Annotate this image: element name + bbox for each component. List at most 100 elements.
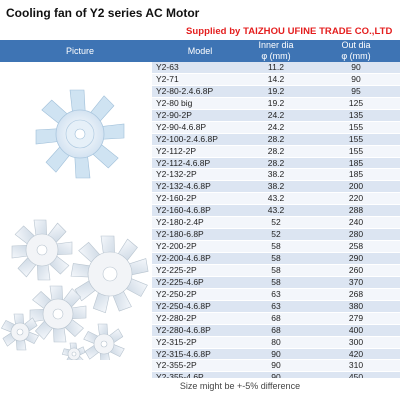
table-row: Y2-355-2P 90 310 xyxy=(152,360,400,373)
table-row: Y2-132-2P 38.2 185 xyxy=(152,169,400,182)
model-cell: Y2-250-2P xyxy=(156,288,197,299)
inner-dia-cell: 90 xyxy=(271,348,281,359)
model-cell: Y2-112-2P xyxy=(156,145,197,156)
out-dia-cell: 155 xyxy=(348,121,364,132)
table-row: Y2-180-2.4P 52 240 xyxy=(152,217,400,230)
out-dia-cell: 258 xyxy=(348,241,364,252)
header-out-dia: Out dia φ (mm) xyxy=(312,40,400,62)
inner-dia-cell: 68 xyxy=(271,312,281,323)
out-dia-cell: 280 xyxy=(348,229,364,240)
model-cell: Y2-90-4.6.8P xyxy=(156,121,207,132)
inner-dia-cell: 80 xyxy=(271,336,281,347)
table-row: Y2-90-4.6.8P 24.2 155 xyxy=(152,121,400,134)
page-title: Cooling fan of Y2 series AC Motor xyxy=(6,6,200,20)
table-row: Y2-250-2P 63 268 xyxy=(152,288,400,301)
out-dia-cell: 370 xyxy=(348,276,364,287)
model-cell: Y2-90-2P xyxy=(156,109,192,120)
out-dia-cell: 268 xyxy=(348,288,364,299)
inner-dia-cell: 11.2 xyxy=(268,62,284,72)
table-row: Y2-112-2P 28.2 155 xyxy=(152,145,400,158)
table-row: Y2-280-4.6.8P 68 400 xyxy=(152,324,400,337)
inner-dia-cell: 58 xyxy=(271,241,281,252)
table-row: Y2-200-4.6.8P 58 290 xyxy=(152,253,400,265)
inner-dia-cell: 63 xyxy=(271,300,281,311)
inner-dia-cell: 58 xyxy=(271,264,281,275)
header-model: Model xyxy=(187,46,213,56)
out-dia-cell: 155 xyxy=(348,145,364,156)
out-dia-cell: 288 xyxy=(348,205,364,216)
out-dia-cell: 220 xyxy=(348,193,364,204)
inner-dia-cell: 63 xyxy=(271,288,281,299)
table-row: Y2-63 11.2 90 xyxy=(152,62,400,74)
inner-dia-cell: 38.2 xyxy=(267,169,285,180)
model-cell: Y2-80-2.4.6.8P xyxy=(156,85,214,96)
model-cell: Y2-200-2P xyxy=(156,241,197,252)
fan-images xyxy=(0,89,149,360)
out-dia-cell: 420 xyxy=(348,348,364,359)
model-cell: Y2-160-4.6.8P xyxy=(156,205,211,216)
header-inner-dia: Inner dia φ (mm) xyxy=(240,40,312,62)
table-row: Y2-225-4.6P 58 370 xyxy=(152,276,400,289)
inner-dia-cell: 19.2 xyxy=(267,85,285,96)
out-dia-cell: 135 xyxy=(348,109,364,120)
model-cell: Y2-132-2P xyxy=(156,169,197,180)
inner-dia-cell: 28.2 xyxy=(267,157,285,168)
model-cell: Y2-355-4.6P xyxy=(156,372,246,383)
table-header: Picture Model Inner dia φ (mm) Out dia φ… xyxy=(0,40,400,62)
header-inner-line1: Inner dia xyxy=(258,40,294,50)
model-cell: Y2-160-2P xyxy=(156,193,197,204)
header-inner-line2: φ (mm) xyxy=(261,51,291,61)
out-dia-cell: 185 xyxy=(348,157,364,168)
inner-dia-cell: 19.2 xyxy=(267,97,285,108)
out-dia-cell: 310 xyxy=(348,360,364,371)
table-row: Y2-200-2P 58 258 xyxy=(152,241,400,253)
inner-dia-cell: 24.2 xyxy=(267,109,285,120)
fan-image-blue xyxy=(35,89,125,179)
table-row: Y2-80 big 19.2 125 xyxy=(152,97,400,110)
model-cell: Y2-100-2.4.6.8P xyxy=(156,133,218,144)
inner-dia-cell: 90 xyxy=(271,360,281,371)
inner-dia-cell: 28.2 xyxy=(267,133,285,144)
header-picture: Picture xyxy=(65,46,94,56)
supplier-text: Supplied by TAIZHOU UFINE TRADE CO.,LTD xyxy=(186,26,393,37)
model-cell: Y2-63 xyxy=(156,62,179,72)
table-row: Y2-100-2.4.6.8P 28.2 155 xyxy=(152,133,400,146)
footer-text: Size might be +-5% difference xyxy=(179,381,301,391)
model-cell: Y2-355-2P xyxy=(156,360,197,371)
out-dia-cell: 290 xyxy=(348,253,364,263)
out-dia-cell: 185 xyxy=(348,169,364,180)
table-row: Y2-90-2P 24.2 135 xyxy=(152,109,400,122)
model-cell: Y2-315-2P xyxy=(156,336,197,347)
model-cell: Y2-315-4.6.8P xyxy=(156,348,211,359)
inner-dia-cell: 52 xyxy=(271,217,281,228)
model-cell: Y2-280-4.6.8P xyxy=(156,324,211,335)
table-row: Y2-80-2.4.6.8P 19.2 95 xyxy=(152,85,400,98)
model-cell: Y2-80 big xyxy=(156,97,193,108)
table-row: Y2-160-2P 43.2 220 xyxy=(152,193,400,206)
model-cell: Y2-280-2P xyxy=(156,312,197,323)
out-dia-cell: 279 xyxy=(348,312,364,323)
inner-dia-cell: 58 xyxy=(271,253,281,263)
inner-dia-cell: 14.2 xyxy=(267,73,285,84)
inner-dia-cell: 90 xyxy=(240,372,312,383)
inner-dia-cell: 58 xyxy=(271,276,281,287)
out-dia-cell: 380 xyxy=(348,300,364,311)
header-outer-line1: Out dia xyxy=(341,40,371,50)
model-cell: Y2-71 xyxy=(156,73,179,84)
table-row: Y2-315-4.6.8P 90 420 xyxy=(152,348,400,361)
out-dia-cell: 240 xyxy=(348,217,364,228)
table-body: Y2-63 11.2 90 Y2-71 14.2 90 Y2-80-2.4.6.8P 19.2… xyxy=(152,62,400,385)
inner-dia-cell: 38.2 xyxy=(267,181,285,192)
inner-dia-cell: 52 xyxy=(271,229,281,240)
inner-dia-cell: 68 xyxy=(271,324,281,335)
out-dia-cell: 400 xyxy=(348,324,364,335)
model-cell: Y2-132-4.6.8P xyxy=(156,181,211,192)
out-dia-cell: 200 xyxy=(348,181,364,192)
model-cell: Y2-180-6.8P xyxy=(156,229,204,240)
out-dia-cell: 90 xyxy=(351,73,361,84)
table-row: Y2-112-4.6.8P 28.2 185 xyxy=(152,157,400,170)
table-row: Y2-71 14.2 90 xyxy=(152,73,400,86)
model-cell: Y2-112-4.6.8P xyxy=(156,157,211,168)
model-cell: Y2-225-2P xyxy=(156,264,197,275)
inner-dia-cell: 24.2 xyxy=(267,121,285,132)
